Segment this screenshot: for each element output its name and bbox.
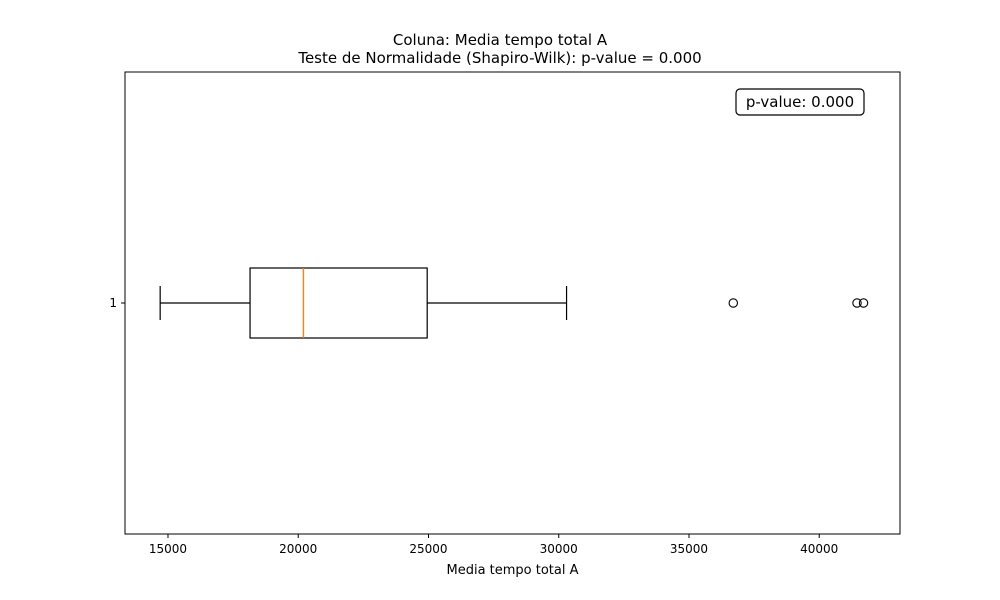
outlier-point — [728, 298, 739, 308]
x-tick-label: 20000 — [279, 542, 317, 556]
annotation-text: p-value: 0.000 — [746, 93, 854, 111]
x-tick-label: 35000 — [670, 542, 708, 556]
x-tick-label: 30000 — [540, 542, 578, 556]
x-axis: 15000 20000 25000 30000 35000 40000 — [149, 534, 838, 556]
x-tick-label: 40000 — [800, 542, 838, 556]
annotation-box — [735, 88, 865, 116]
x-axis-label: Media tempo total A — [446, 563, 578, 578]
x-tick-label: 15000 — [149, 542, 187, 556]
iqr-box — [249, 267, 428, 339]
x-tick-label: 25000 — [409, 542, 447, 556]
y-tick-label: 1 — [109, 296, 117, 310]
y-axis: 1 — [109, 296, 125, 310]
outlier-point — [858, 298, 869, 308]
box-group — [159, 267, 869, 339]
p-value-annotation: p-value: 0.000 — [735, 88, 865, 116]
chart-subtitle: Teste de Normalidade (Shapiro-Wilk): p-v… — [298, 49, 702, 67]
outlier-point — [852, 298, 862, 308]
chart-title: Coluna: Media tempo total A — [392, 31, 608, 49]
